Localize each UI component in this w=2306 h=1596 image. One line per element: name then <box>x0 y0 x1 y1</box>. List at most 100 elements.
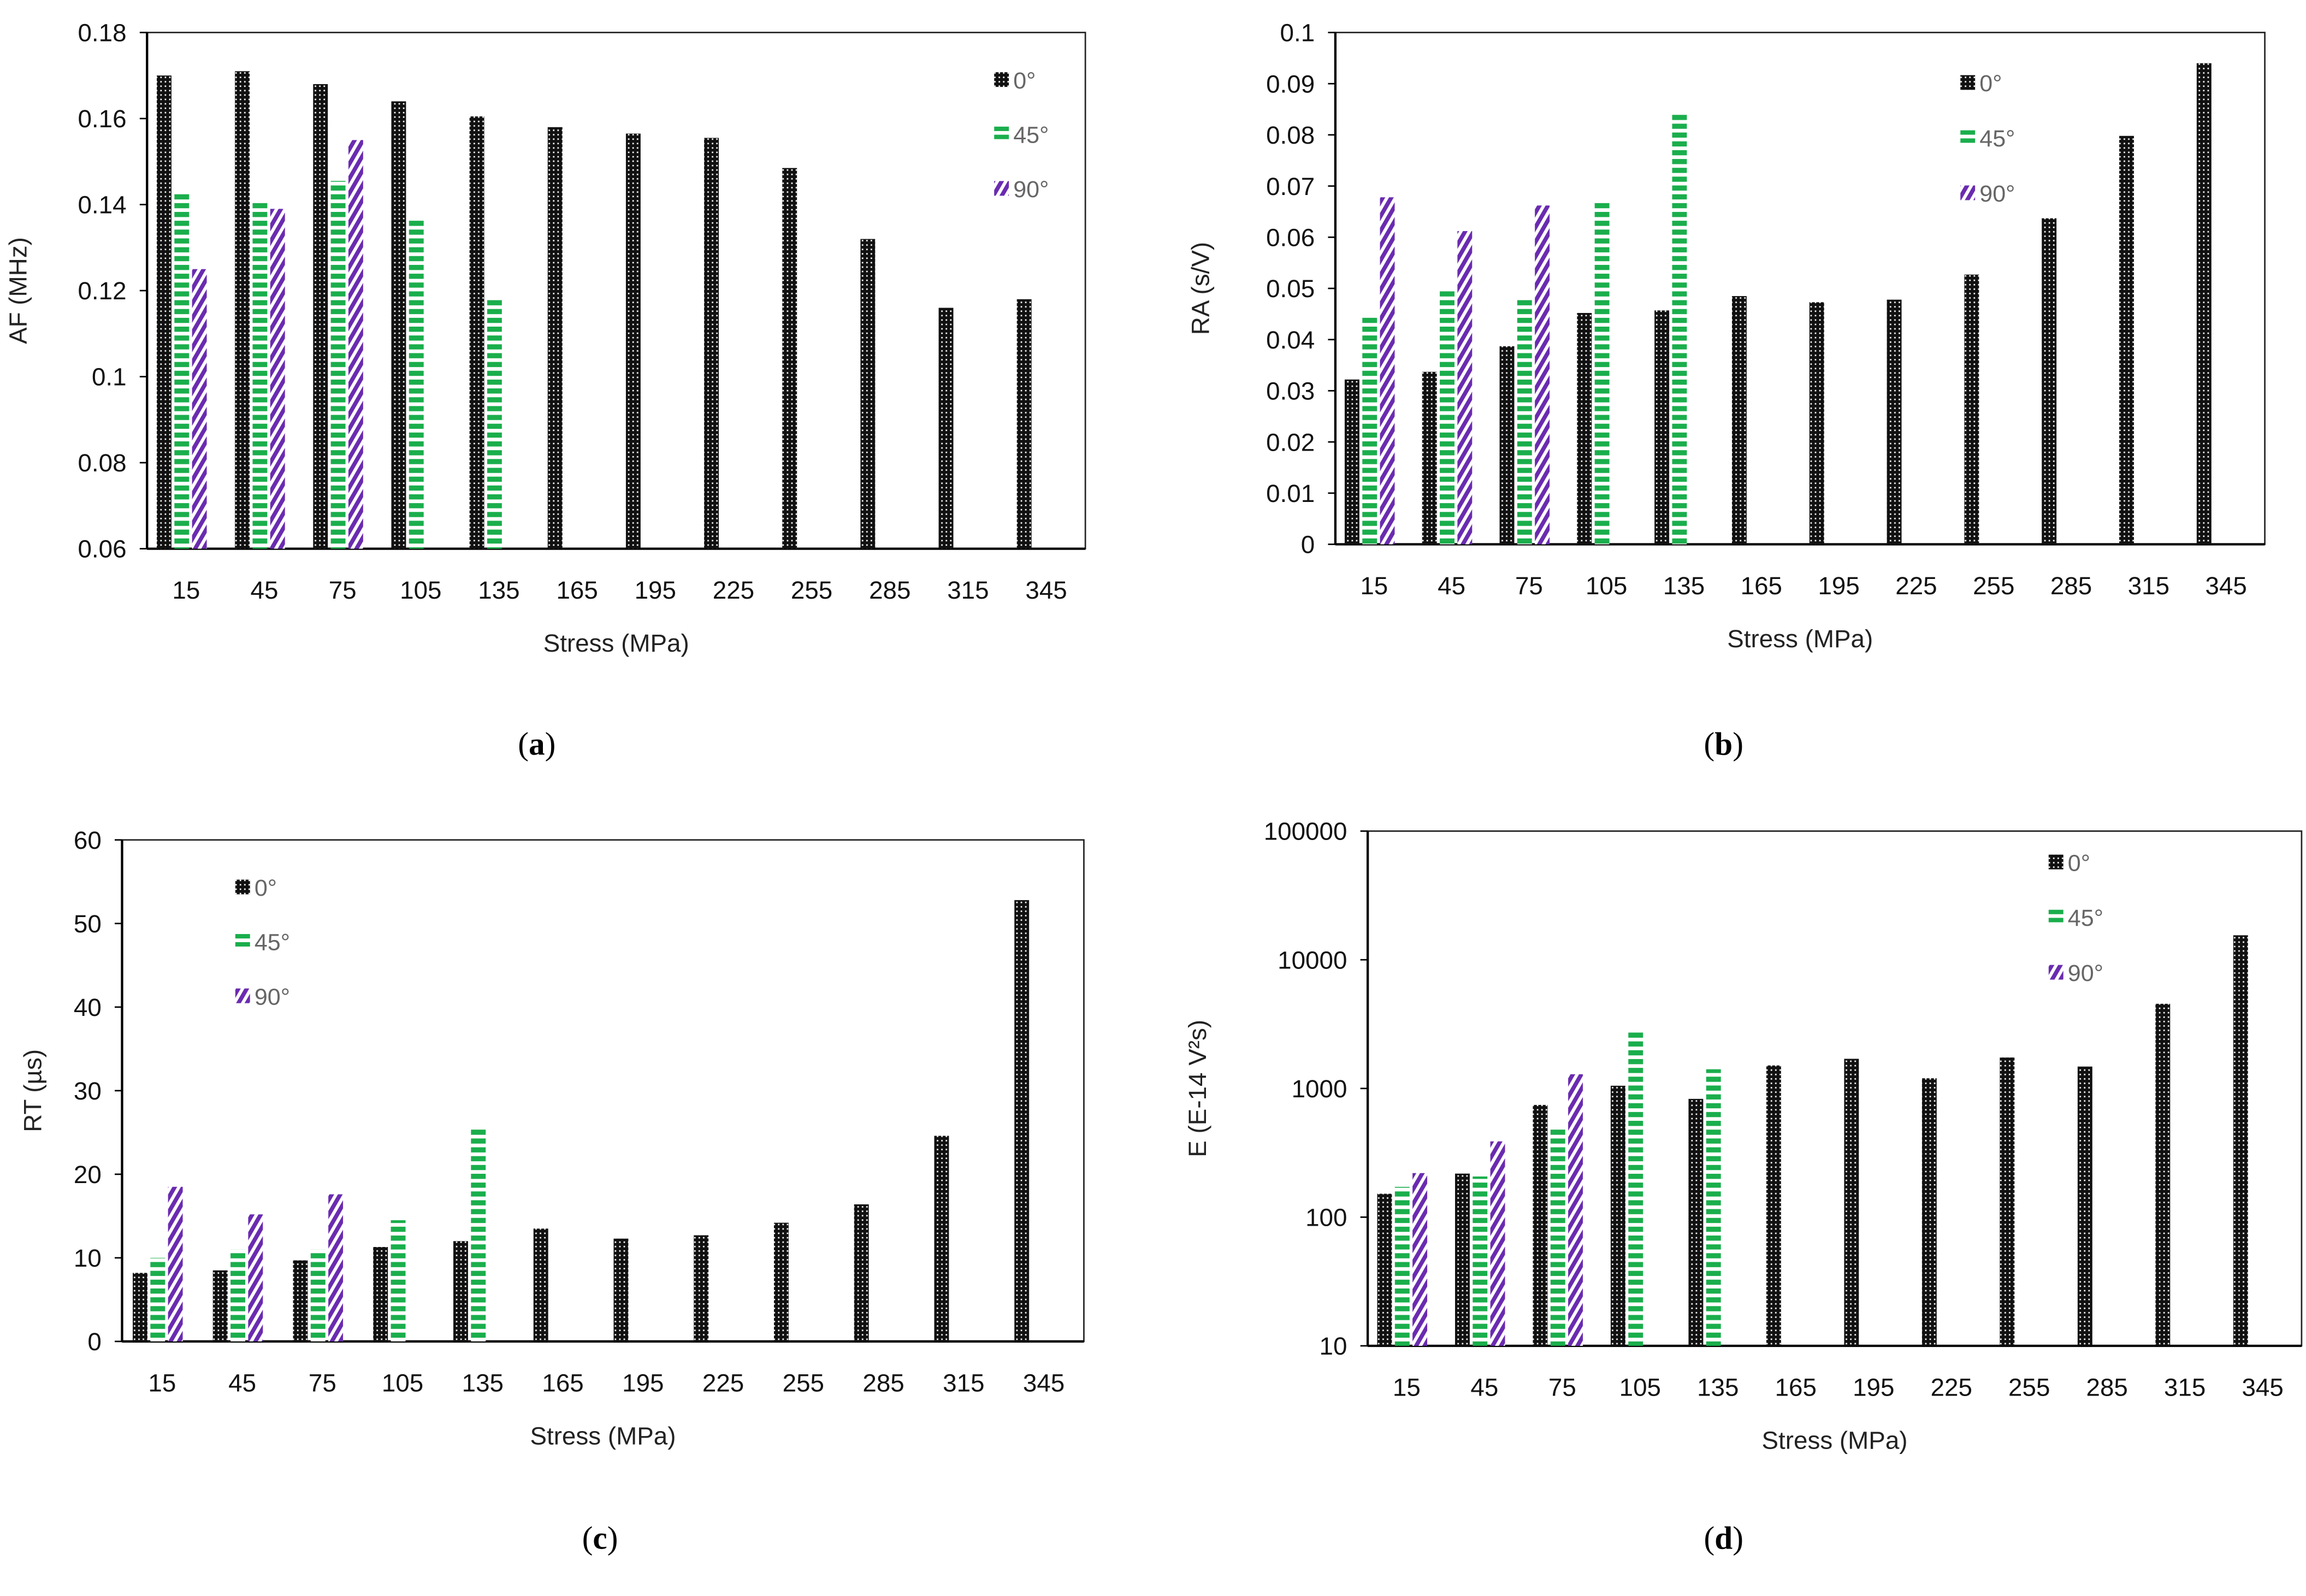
y-tick-label: 0 <box>87 1328 101 1356</box>
chart-panel-b: 0 0.01 0.02 0.03 0.04 0.05 0.06 0.07 0.08 0.09 0.1… <box>1186 19 2266 762</box>
panel-caption-letter: d <box>1714 1520 1733 1556</box>
legend-label: 0° <box>1013 68 1036 94</box>
bar-c-45deg-105 <box>391 1220 406 1341</box>
bar-a-45deg-105 <box>409 220 424 549</box>
bar-a-0deg-105 <box>391 101 406 549</box>
y-tick-label: 0.1 <box>92 363 127 391</box>
y-tick-label: 10 <box>1320 1332 1347 1360</box>
legend-label: 45° <box>1979 126 2015 152</box>
bar-b-45deg-45 <box>1440 288 1454 545</box>
x-tick-label: 345 <box>2242 1374 2284 1402</box>
bar-d-90deg-75 <box>1568 1074 1583 1346</box>
legend-label: 90° <box>255 984 290 1010</box>
legend-item-0deg: 0° <box>1960 70 2002 97</box>
legend-swatch-icon <box>2048 909 2063 914</box>
x-tick-label: 45 <box>1470 1374 1498 1402</box>
x-tick-label: 135 <box>1663 572 1705 600</box>
x-tick-label: 195 <box>622 1369 664 1397</box>
x-tick-label: 195 <box>635 576 676 604</box>
y-tick-label: 0.08 <box>78 449 126 477</box>
x-tick-label: 75 <box>309 1369 336 1397</box>
bar-a-0deg-255 <box>782 168 797 549</box>
y-tick-label: 0.16 <box>78 105 126 133</box>
x-tick-label: 75 <box>1515 572 1543 600</box>
panel-caption: (d) <box>1704 1520 1743 1556</box>
bar-d-45deg-75 <box>1550 1128 1565 1346</box>
y-tick-label: 0.08 <box>1266 121 1315 149</box>
x-tick-label: 45 <box>228 1369 256 1397</box>
bar-b-0deg-345 <box>2196 63 2212 545</box>
legend-swatch-icon <box>235 934 250 939</box>
x-tick-label: 105 <box>400 576 441 604</box>
legend-item-90deg: 90° <box>235 984 290 1010</box>
bar-c-90deg-15 <box>168 1186 183 1341</box>
y-tick-label: 10 <box>74 1244 102 1272</box>
legend-swatch-icon <box>1960 75 1976 90</box>
bar-b-45deg-15 <box>1362 317 1377 545</box>
legend: 0° 45° 90° <box>994 68 1049 203</box>
bar-a-90deg-75 <box>348 140 363 549</box>
x-tick-label: 345 <box>1025 576 1067 604</box>
y-tick-label: 0.05 <box>1266 275 1315 303</box>
x-tick-label: 345 <box>1023 1369 1065 1397</box>
bar-b-0deg-105 <box>1577 312 1592 545</box>
x-tick-label: 105 <box>1619 1374 1661 1402</box>
bar-d-45deg-45 <box>1473 1176 1488 1346</box>
bar-c-0deg-255 <box>773 1222 789 1341</box>
y-tick-label: 0.06 <box>1266 223 1315 251</box>
bar-b-45deg-105 <box>1594 202 1610 545</box>
y-tick-label: 0.09 <box>1266 70 1315 98</box>
bar-c-0deg-75 <box>293 1260 308 1341</box>
y-tick-label: 30 <box>74 1077 102 1105</box>
legend-swatch-icon <box>235 942 250 947</box>
x-tick-label: 105 <box>382 1369 423 1397</box>
x-tick-label: 225 <box>1895 572 1937 600</box>
x-tick-label: 195 <box>1853 1374 1894 1402</box>
legend-label: 90° <box>2068 960 2103 986</box>
x-tick-label: 255 <box>791 576 832 604</box>
bar-b-0deg-165 <box>1731 296 1747 545</box>
legend: 0° 45° 90° <box>235 875 290 1010</box>
bar-d-0deg-315 <box>2155 1003 2171 1346</box>
legend-item-45deg: 45° <box>1960 126 2015 152</box>
bar-a-0deg-225 <box>704 138 719 549</box>
x-tick-label: 15 <box>1360 572 1388 600</box>
bar-b-0deg-225 <box>1887 299 1902 545</box>
x-tick-label: 165 <box>1741 572 1782 600</box>
y-tick-label: 0.02 <box>1266 428 1315 456</box>
x-axis-title: Stress (MPa) <box>1727 625 1873 653</box>
bar-b-45deg-135 <box>1672 113 1687 545</box>
x-tick-label: 345 <box>2206 572 2247 600</box>
bar-b-45deg-75 <box>1517 297 1532 545</box>
bar-a-0deg-45 <box>235 71 250 549</box>
bar-c-0deg-105 <box>373 1246 388 1341</box>
x-tick-label: 285 <box>862 1369 904 1397</box>
legend-item-0deg: 0° <box>2048 850 2090 876</box>
x-tick-label: 315 <box>2164 1374 2206 1402</box>
bar-c-45deg-75 <box>310 1249 326 1341</box>
x-tick-label: 285 <box>869 576 910 604</box>
bar-b-0deg-315 <box>2119 135 2134 545</box>
x-tick-label: 255 <box>1973 572 2014 600</box>
x-tick-label: 105 <box>1586 572 1627 600</box>
bar-d-90deg-45 <box>1490 1141 1505 1346</box>
bar-b-90deg-45 <box>1457 231 1473 545</box>
bar-c-90deg-75 <box>328 1194 344 1341</box>
y-tick-label: 10000 <box>1278 946 1347 974</box>
chart-panel-a: 0.06 0.08 0.1 0.12 0.14 0.16 0.18 15 45 75 105 135 1… <box>4 19 1086 762</box>
y-tick-label: 40 <box>74 994 102 1021</box>
x-tick-label: 315 <box>2128 572 2169 600</box>
y-tick-label: 0.07 <box>1266 173 1315 200</box>
x-tick-label: 75 <box>1548 1374 1576 1402</box>
legend-item-90deg: 90° <box>2048 960 2103 986</box>
panel-caption-letter: a <box>529 726 545 762</box>
bar-c-0deg-45 <box>212 1270 228 1341</box>
x-tick-label: 45 <box>251 576 279 604</box>
bar-a-0deg-15 <box>156 75 172 549</box>
bar-a-0deg-165 <box>547 127 563 549</box>
y-tick-label: 0.04 <box>1266 326 1315 354</box>
legend: 0° 45° 90° <box>2048 850 2103 986</box>
bar-b-90deg-75 <box>1535 205 1550 545</box>
bar-c-0deg-285 <box>854 1204 869 1341</box>
legend: 0° 45° 90° <box>1960 70 2015 207</box>
